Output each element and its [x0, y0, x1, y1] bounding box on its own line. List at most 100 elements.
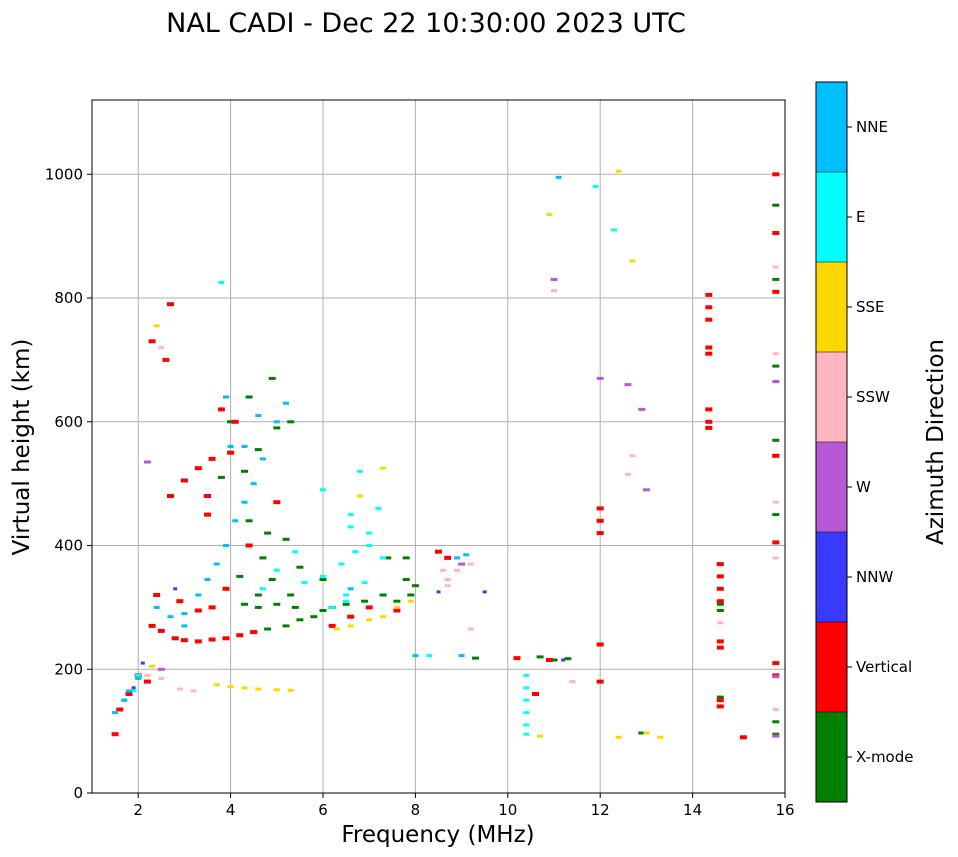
- data-point-sse: [149, 664, 156, 668]
- data-point-vertical: [194, 608, 202, 613]
- data-point-vertical: [153, 593, 161, 597]
- data-point-vertical: [716, 645, 724, 650]
- data-point-x-mode: [241, 602, 248, 606]
- data-point-x-mode: [254, 593, 262, 597]
- data-point-x-mode: [282, 624, 290, 628]
- data-point-x-mode: [402, 556, 410, 560]
- data-point-nne: [259, 457, 266, 461]
- data-point-vertical: [716, 574, 724, 579]
- data-point-e: [523, 711, 530, 715]
- data-point-vertical: [162, 357, 170, 362]
- data-point-x-mode: [411, 584, 419, 588]
- data-point-x-mode: [254, 448, 262, 452]
- colorbar-swatch-vertical: [816, 622, 847, 712]
- data-point-nne: [181, 612, 188, 616]
- data-point-x-mode: [268, 376, 276, 380]
- data-point-ssw: [772, 352, 779, 356]
- data-point-e: [343, 599, 350, 603]
- data-point-vertical: [222, 636, 230, 641]
- colorbar-label-x-mode: X-mode: [856, 748, 913, 766]
- data-point-vertical: [231, 419, 239, 424]
- grid-lines: [92, 100, 786, 794]
- data-point-vertical: [705, 419, 713, 424]
- data-point-x-mode: [772, 438, 780, 442]
- data-point-vertical: [705, 425, 713, 430]
- data-point-e: [523, 686, 530, 690]
- data-point-x-mode: [287, 593, 295, 597]
- data-point-vertical: [772, 453, 780, 458]
- data-point-vertical: [513, 656, 521, 661]
- data-point-e: [338, 562, 345, 566]
- data-point-nne: [223, 544, 229, 547]
- data-point-nnw: [482, 590, 487, 594]
- data-point-x-mode: [564, 657, 572, 661]
- data-point-nne: [204, 578, 211, 581]
- data-point-ssw: [467, 562, 474, 566]
- colorbar-label-ssw: SSW: [856, 388, 890, 406]
- data-point-vertical: [204, 494, 211, 498]
- data-point-e: [361, 581, 368, 585]
- data-point-x-mode: [296, 565, 304, 569]
- data-point-vertical: [772, 289, 780, 294]
- data-point-vertical: [347, 614, 355, 619]
- data-point-nne: [250, 482, 257, 486]
- data-point-x-mode: [310, 615, 318, 619]
- data-point-x-mode: [268, 578, 276, 581]
- data-point-x-mode: [217, 475, 225, 479]
- data-point-vertical: [116, 707, 124, 712]
- data-point-x-mode: [716, 695, 724, 699]
- data-point-nnw: [140, 661, 145, 665]
- x-axis-ticks: 2 4 6 8 10 12 14 16: [133, 793, 795, 819]
- data-point-nnw: [173, 587, 178, 591]
- data-point-w: [624, 383, 632, 387]
- data-point-sse: [629, 259, 636, 263]
- data-point-vertical: [365, 605, 373, 610]
- data-point-x-mode: [772, 203, 780, 207]
- data-point-ssw: [440, 568, 447, 572]
- data-point-e: [320, 488, 326, 492]
- plot-area: [91, 99, 786, 794]
- data-point-vertical: [328, 623, 336, 628]
- data-point-vertical: [705, 292, 713, 297]
- x-tick-label: 4: [226, 801, 236, 819]
- data-point-nne: [227, 445, 234, 448]
- colorbar-label: Azimuth Direction: [923, 339, 949, 545]
- data-point-vertical: [716, 639, 724, 644]
- y-axis-label: Virtual height (km): [9, 339, 35, 556]
- colorbar-label-w: W: [856, 478, 871, 496]
- data-point-sse: [643, 731, 650, 735]
- data-point-w: [638, 407, 646, 411]
- data-point-vertical: [716, 599, 724, 604]
- data-point-w: [550, 277, 558, 281]
- data-point-e: [301, 581, 308, 585]
- data-point-e: [523, 723, 530, 727]
- colorbar-swatch-e: [816, 172, 847, 262]
- data-point-sse: [287, 688, 294, 692]
- data-point-nnw: [436, 590, 441, 594]
- x-tick-label: 10: [498, 801, 517, 819]
- data-point-w: [772, 380, 780, 383]
- data-point-sse: [347, 624, 354, 628]
- chart-title: NAL CADI - Dec 22 10:30:00 2023 UTC: [166, 8, 686, 39]
- data-point-ssw: [772, 708, 779, 711]
- data-point-w: [772, 734, 780, 738]
- data-point-x-mode: [716, 602, 724, 606]
- data-point-vertical: [217, 407, 225, 412]
- data-point-x-mode: [393, 599, 401, 603]
- data-point-nne: [112, 711, 119, 715]
- data-point-vertical: [444, 555, 452, 560]
- data-point-w: [642, 488, 650, 492]
- data-point-sse: [615, 169, 622, 173]
- data-point-e: [366, 531, 373, 535]
- data-point-x-mode: [259, 556, 267, 560]
- data-point-ssw: [629, 454, 636, 458]
- data-point-x-mode: [282, 537, 290, 541]
- data-point-e: [426, 654, 433, 658]
- data-point-sse: [537, 734, 544, 738]
- data-point-sse: [241, 686, 248, 690]
- data-point-w: [772, 675, 780, 679]
- data-point-ssw: [144, 673, 151, 677]
- data-point-vertical: [596, 531, 604, 536]
- data-point-nne: [273, 420, 280, 424]
